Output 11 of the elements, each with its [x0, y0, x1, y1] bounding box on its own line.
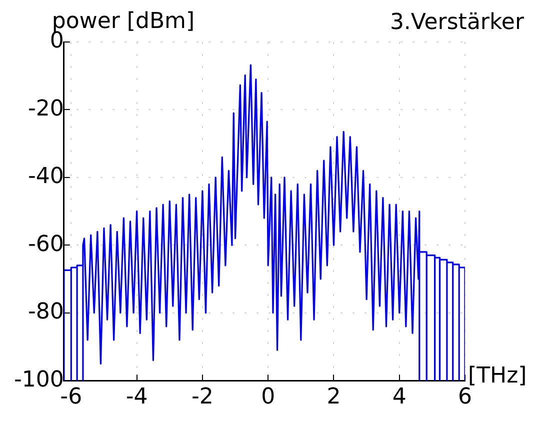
- x-tick-label: -2: [191, 384, 214, 410]
- y-axis-title: power [dBm]: [52, 9, 195, 34]
- x-tick-label: 2: [326, 384, 341, 410]
- x-tick-label: 4: [392, 384, 406, 410]
- y-tick-label: -60: [28, 232, 64, 257]
- chart-title: 3.Verstärker: [390, 10, 525, 35]
- y-tick-label: -80: [28, 300, 64, 325]
- y-tick-label: -20: [28, 96, 64, 122]
- y-tick-label: -40: [28, 164, 64, 190]
- x-tick-label: -4: [126, 384, 148, 410]
- x-tick-label: 0: [261, 384, 276, 410]
